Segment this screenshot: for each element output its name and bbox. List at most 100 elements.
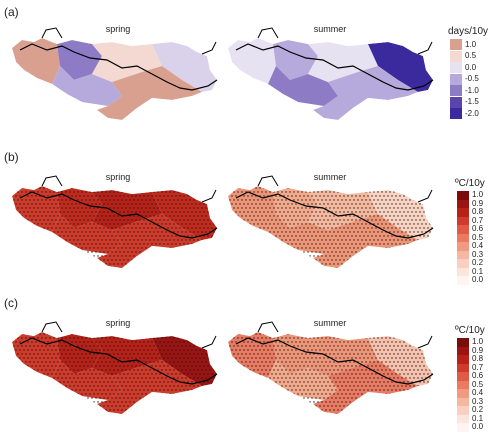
significance-dot xyxy=(167,267,169,268)
significance-dot xyxy=(69,361,71,363)
significance-dot xyxy=(117,207,119,209)
significance-dot xyxy=(347,349,349,351)
significance-dot xyxy=(345,191,347,193)
significance-dot xyxy=(325,215,327,217)
significance-dot xyxy=(371,341,373,343)
significance-dot xyxy=(393,223,395,225)
significance-dot xyxy=(405,215,407,217)
significance-dot xyxy=(321,401,323,403)
legend-label: 1.0 xyxy=(465,39,477,49)
significance-dot xyxy=(107,397,109,399)
significance-dot xyxy=(33,231,35,233)
significance-dot xyxy=(425,247,427,249)
significance-dot xyxy=(15,373,17,375)
significance-dot xyxy=(293,369,295,371)
significance-dot xyxy=(43,251,45,253)
significance-dot xyxy=(415,203,417,205)
significance-dot xyxy=(339,219,341,221)
significance-dot xyxy=(419,219,421,221)
significance-dot xyxy=(275,381,277,383)
significance-dot xyxy=(131,227,133,229)
significance-dot xyxy=(177,337,179,339)
significance-dot xyxy=(305,393,307,395)
significance-dot xyxy=(161,337,163,339)
significance-dot xyxy=(143,243,145,245)
significance-dot xyxy=(417,361,419,363)
significance-dot xyxy=(377,263,379,265)
significance-dot xyxy=(67,203,69,205)
significance-dot xyxy=(409,247,411,249)
significance-dot xyxy=(279,397,281,399)
significance-dot xyxy=(421,191,423,193)
significance-dot xyxy=(139,259,141,261)
significance-dot xyxy=(99,243,101,245)
significance-dot xyxy=(195,203,197,205)
significance-dot xyxy=(371,235,373,237)
significance-dot xyxy=(21,255,23,257)
significance-dot xyxy=(135,341,137,343)
significance-dot xyxy=(297,199,299,201)
significance-dot xyxy=(261,393,263,395)
significance-dot xyxy=(325,401,327,403)
significance-dot xyxy=(421,255,423,257)
significance-dot xyxy=(399,397,401,399)
significance-dot xyxy=(193,215,195,217)
significance-dot xyxy=(381,345,383,347)
significance-dot xyxy=(251,413,253,414)
significance-dot xyxy=(329,239,331,241)
significance-dot xyxy=(393,263,395,265)
significance-dot xyxy=(263,373,265,375)
significance-dot xyxy=(385,409,387,411)
significance-dot xyxy=(393,369,395,371)
panel-c-label: (c) xyxy=(4,296,18,310)
significance-dot xyxy=(203,211,205,213)
coast-line xyxy=(201,335,217,349)
significance-dot xyxy=(143,397,145,399)
significance-dot xyxy=(301,345,303,347)
significance-dot xyxy=(271,405,273,407)
significance-dot xyxy=(347,333,349,335)
significance-dot xyxy=(165,255,167,257)
significance-dot xyxy=(101,239,103,241)
significance-dot xyxy=(53,247,55,249)
significance-dot xyxy=(321,385,323,387)
significance-dot xyxy=(389,393,391,395)
significance-dot xyxy=(123,381,125,383)
significance-dot xyxy=(393,247,395,249)
significance-dot xyxy=(51,349,53,351)
significance-dot xyxy=(319,357,321,359)
significance-dot xyxy=(253,239,255,241)
significance-dot xyxy=(337,199,339,201)
significance-dot xyxy=(85,231,87,233)
significance-dot xyxy=(287,195,289,197)
significance-dot xyxy=(423,365,425,367)
significance-dot xyxy=(91,405,93,407)
significance-dot xyxy=(297,239,299,241)
significance-dot xyxy=(333,255,335,257)
significance-dot xyxy=(145,353,147,355)
significance-dot xyxy=(185,255,187,257)
significance-dot xyxy=(147,227,149,229)
significance-dot xyxy=(229,401,231,403)
significance-dot xyxy=(235,397,237,399)
significance-dot xyxy=(355,405,357,407)
significance-dot xyxy=(253,377,255,379)
significance-dot xyxy=(253,345,255,347)
significance-dot xyxy=(361,239,363,241)
significance-dot xyxy=(187,211,189,213)
significance-dot xyxy=(55,349,57,351)
significance-dot xyxy=(267,413,269,414)
significance-dot xyxy=(299,365,301,367)
significance-dot xyxy=(303,413,305,414)
significance-dot xyxy=(343,365,345,367)
significance-dot xyxy=(257,337,259,339)
significance-dot xyxy=(23,267,25,268)
significance-dot xyxy=(425,239,427,241)
significance-dot xyxy=(371,243,373,245)
significance-dot xyxy=(127,187,129,189)
significance-dot xyxy=(379,203,381,205)
significance-dot xyxy=(133,377,135,379)
significance-dot xyxy=(341,353,343,355)
significance-dot xyxy=(17,231,19,233)
significance-dot xyxy=(211,405,213,407)
